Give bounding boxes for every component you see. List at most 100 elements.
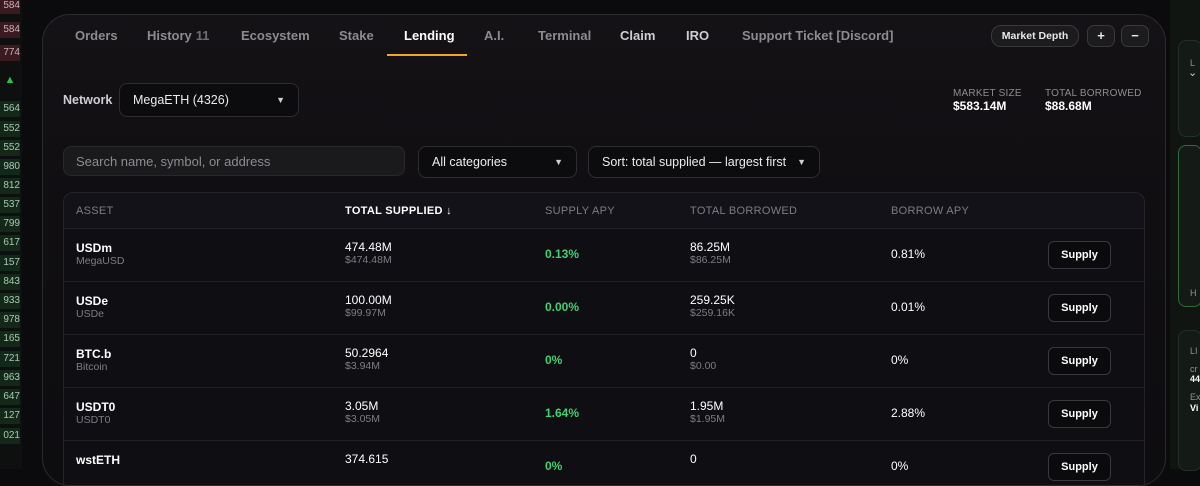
total-borrowed-usd: $86.25M [690, 254, 731, 266]
total-supplied: 374.615 [345, 452, 389, 466]
network-select-value: MegaETH (4326) [133, 93, 229, 107]
orderbook-bid-price: 799 [0, 216, 20, 232]
orderbook-bid-price: 564 [0, 101, 20, 117]
supply-apy: 0% [545, 459, 563, 473]
market-size-label: MARKET SIZE [953, 88, 1022, 99]
column-header-borrow-apy[interactable]: BORROW APY [891, 205, 970, 217]
asset-symbol: BTC.b [76, 347, 112, 361]
table-row[interactable]: wstETH 374.615 0% 0 0% Supply [64, 440, 1144, 485]
tab-lending[interactable]: Lending [404, 28, 455, 43]
table-row[interactable]: USDe USDe 100.00M $99.97M 0.00% 259.25K … [64, 281, 1144, 335]
tab-history[interactable]: History 11 [147, 28, 210, 43]
supply-button[interactable]: Supply [1048, 453, 1111, 481]
tab-stake[interactable]: Stake [339, 28, 374, 43]
supply-apy: 1.64% [545, 406, 580, 420]
asset-name: MegaUSD [76, 255, 125, 267]
total-supplied-usd: $3.05M [345, 413, 381, 425]
asset-symbol: USDe [76, 294, 109, 308]
right-panel-text: LI [1190, 346, 1198, 356]
orderbook-bid-price: 617 [0, 235, 20, 251]
tab-label: Ecosystem [241, 28, 310, 43]
supply-apy: 0.13% [545, 247, 580, 261]
table-row[interactable]: BTC.b Bitcoin 50.2964 $3.94M 0% 0 $0.00 … [64, 334, 1144, 388]
caret-down-icon: ▼ [797, 157, 806, 167]
tab-bar: Orders History 11 Ecosystem Stake Lending… [43, 15, 1165, 57]
tab-orders[interactable]: Orders [75, 28, 118, 43]
tab-ai[interactable]: A.I. [484, 28, 504, 43]
tab-label: Terminal [538, 28, 592, 43]
supply-button[interactable]: Supply [1048, 347, 1111, 375]
total-borrowed: 0 [690, 452, 697, 466]
lending-panel: Orders History 11 Ecosystem Stake Lending… [42, 14, 1166, 486]
right-panel-card [1178, 40, 1200, 137]
search-input[interactable] [63, 146, 405, 176]
column-header-asset[interactable]: ASSET [76, 205, 114, 217]
table-header: ASSET TOTAL SUPPLIED ↓ SUPPLY APY TOTAL … [64, 193, 1144, 229]
total-borrowed-value: $88.68M [1045, 99, 1092, 113]
price-up-arrow-icon: ▲ [4, 74, 16, 86]
orderbook-ask-price: 584 [0, 22, 20, 38]
table-row[interactable]: USDT0 USDT0 3.05M $3.05M 1.64% 1.95M $1.… [64, 387, 1144, 441]
tab-label: IRO [686, 28, 710, 43]
total-borrowed: 1.95M [690, 399, 724, 413]
supply-button[interactable]: Supply [1048, 241, 1111, 269]
asset-name: Bitcoin [76, 361, 108, 373]
total-borrowed-usd: $0.00 [690, 360, 717, 372]
tab-iro[interactable]: IRO [686, 28, 709, 43]
supply-button[interactable]: Supply [1048, 400, 1111, 428]
tab-label: History [147, 28, 192, 43]
total-supplied-usd: $3.94M [345, 360, 381, 372]
borrow-apy: 0.01% [891, 300, 926, 314]
total-supplied: 3.05M [345, 399, 379, 413]
supply-apy: 0% [545, 353, 563, 367]
tab-label: Support Ticket [Discord] [742, 28, 894, 43]
asset-symbol: USDT0 [76, 400, 116, 414]
borrow-apy: 0.81% [891, 247, 926, 261]
tab-support-ticket[interactable]: Support Ticket [Discord] [742, 28, 893, 43]
right-panel-text: H [1190, 288, 1197, 298]
orderbook-bid-price: 552 [0, 121, 20, 137]
active-tab-indicator [387, 54, 467, 56]
orderbook-bid-price: 812 [0, 178, 20, 194]
orderbook-ask-price: 774 [0, 45, 20, 61]
column-header-total-supplied[interactable]: TOTAL SUPPLIED ↓ [345, 205, 452, 217]
caret-down-icon: ▼ [554, 157, 563, 167]
tab-claim[interactable]: Claim [620, 28, 655, 43]
column-header-supply-apy[interactable]: SUPPLY APY [545, 205, 615, 217]
supply-button[interactable]: Supply [1048, 294, 1111, 322]
table-row[interactable]: USDm MegaUSD 474.48M $474.48M 0.13% 86.2… [64, 228, 1144, 282]
right-panel-value: 44 [1190, 374, 1200, 384]
zoom-in-button[interactable]: + [1087, 25, 1115, 47]
total-supplied-usd: $99.97M [345, 307, 386, 319]
borrow-apy: 0% [891, 459, 909, 473]
total-supplied: 50.2964 [345, 346, 389, 360]
right-panel-text: Ex [1190, 392, 1200, 402]
tab-terminal[interactable]: Terminal [538, 28, 591, 43]
tab-ecosystem[interactable]: Ecosystem [241, 28, 310, 43]
network-select[interactable]: MegaETH (4326) ▼ [119, 83, 299, 117]
total-borrowed-label: TOTAL BORROWED [1045, 88, 1142, 99]
right-panel-text: cr [1190, 364, 1198, 374]
right-panel-value: Vi [1190, 403, 1199, 413]
orderbook-bid-price: 978 [0, 312, 20, 328]
market-depth-button[interactable]: Market Depth [991, 25, 1079, 47]
supply-apy: 0.00% [545, 300, 580, 314]
category-select[interactable]: All categories ▼ [418, 146, 577, 178]
total-supplied-usd: $474.48M [345, 254, 392, 266]
sort-select[interactable]: Sort: total supplied — largest first ▼ [588, 146, 820, 178]
asset-name: USDe [76, 308, 105, 320]
orderbook-bid-price: 157 [0, 255, 20, 271]
total-borrowed: 0 [690, 346, 697, 360]
asset-symbol: wstETH [76, 453, 121, 467]
tab-label: A.I. [484, 28, 505, 43]
borrow-apy: 0% [891, 353, 909, 367]
caret-down-icon: ▼ [276, 95, 285, 105]
chevron-down-icon[interactable]: ⌄ [1188, 67, 1198, 79]
right-panel-text: L [1190, 58, 1196, 68]
orderbook-bid-price: 165 [0, 331, 20, 347]
orderbook-bid-price: 552 [0, 140, 20, 156]
column-header-total-borrowed[interactable]: TOTAL BORROWED [690, 205, 798, 217]
sort-select-value: Sort: total supplied — largest first [602, 155, 787, 169]
right-panel-card-highlighted [1178, 145, 1200, 307]
zoom-out-button[interactable]: − [1121, 25, 1149, 47]
